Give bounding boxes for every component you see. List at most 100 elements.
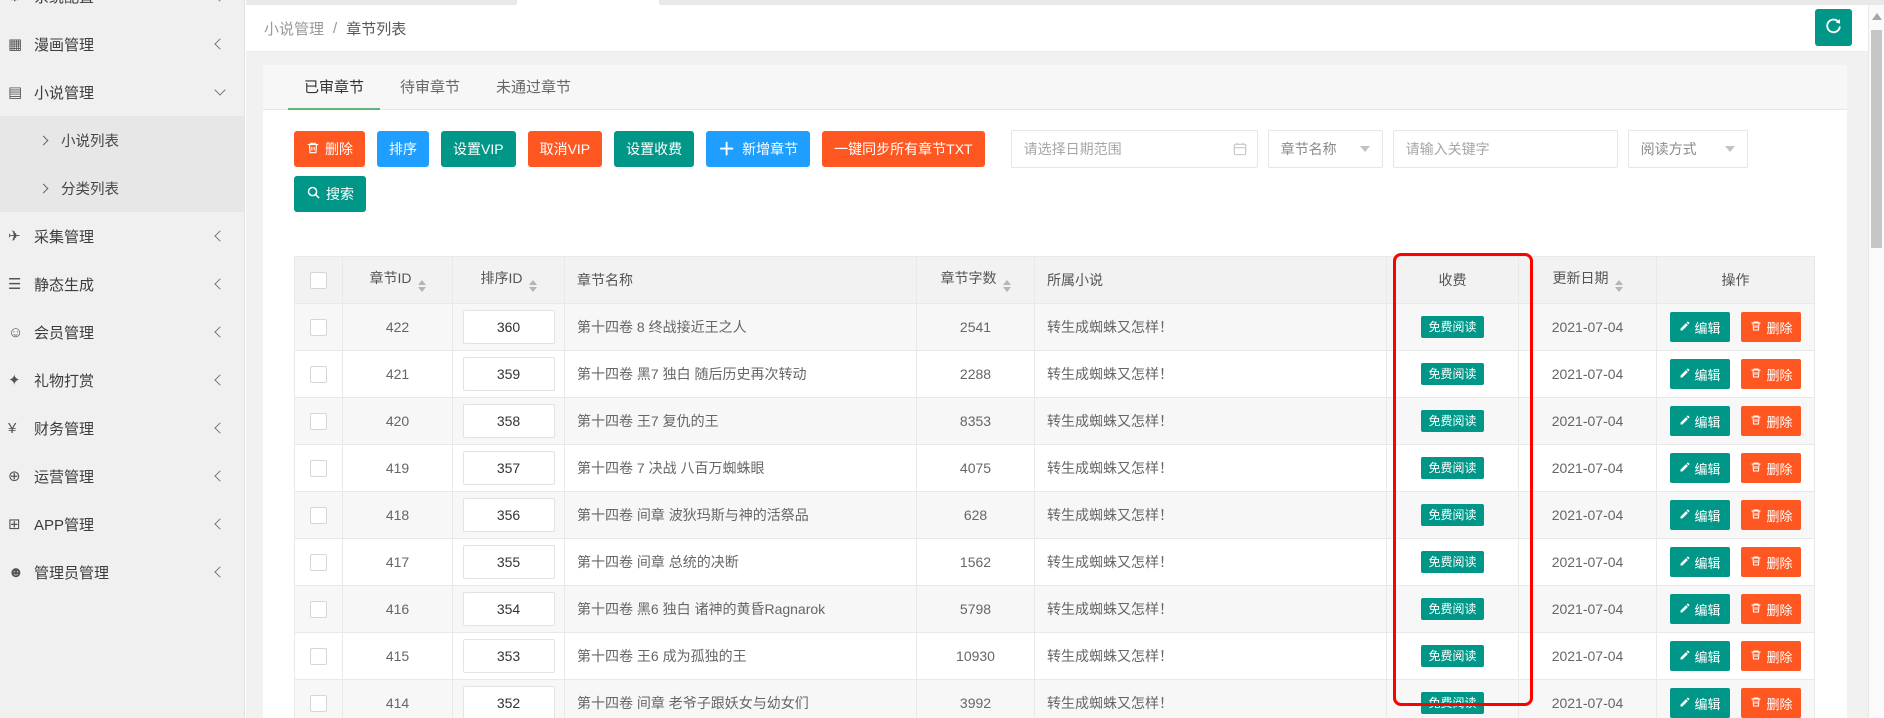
- sidebar-item[interactable]: ⊞ APP管理: [0, 500, 244, 548]
- row-checkbox[interactable]: [310, 318, 327, 336]
- edit-button[interactable]: 编辑: [1669, 359, 1730, 389]
- search-button[interactable]: 搜索: [294, 176, 366, 212]
- delete-row-button[interactable]: 删除: [1741, 688, 1802, 718]
- row-checkbox[interactable]: [310, 694, 327, 712]
- order-id-input[interactable]: 353: [462, 639, 555, 673]
- order-id-input[interactable]: 359: [462, 357, 555, 391]
- sidebar-item[interactable]: ▦ 漫画管理: [0, 20, 244, 68]
- order-id-input[interactable]: 355: [462, 545, 555, 579]
- breadcrumb-section[interactable]: 小说管理: [264, 20, 325, 38]
- vertical-scrollbar[interactable]: [1868, 5, 1884, 718]
- sort-icon[interactable]: [1614, 280, 1623, 292]
- row-checkbox[interactable]: [310, 365, 327, 383]
- tab-approved-chapters[interactable]: 已审章节: [286, 65, 382, 110]
- row-checkbox[interactable]: [310, 647, 327, 665]
- keyword-input[interactable]: [1392, 130, 1618, 168]
- order-id-input[interactable]: 354: [462, 592, 555, 626]
- fee-badge[interactable]: 免费阅读: [1421, 316, 1484, 338]
- delete-row-button[interactable]: 删除: [1741, 453, 1802, 483]
- scrollbar-thumb[interactable]: [1871, 30, 1882, 248]
- fee-badge[interactable]: 免费阅读: [1421, 645, 1484, 667]
- chevron-left-icon: [214, 326, 226, 338]
- sidebar-item[interactable]: ¥ 财务管理: [0, 404, 244, 452]
- pencil-icon: [1679, 555, 1691, 570]
- add-chapter-button[interactable]: ＋ 新增章节: [706, 131, 811, 167]
- sidebar-item[interactable]: ☰ 静态生成: [0, 260, 244, 308]
- select-all-checkbox[interactable]: [310, 271, 327, 289]
- edit-button[interactable]: 编辑: [1669, 688, 1730, 718]
- date-range-input[interactable]: [1010, 130, 1258, 168]
- order-id-input[interactable]: 352: [462, 686, 555, 718]
- col-header-word-count[interactable]: 章节字数: [916, 256, 1035, 304]
- sidebar-item[interactable]: ⚙ 系统配置: [0, 0, 244, 20]
- order-id-input[interactable]: 360: [462, 310, 555, 344]
- sort-icon[interactable]: [528, 280, 537, 292]
- read-mode-select[interactable]: 阅读方式: [1627, 130, 1748, 168]
- fee-badge[interactable]: 免费阅读: [1421, 504, 1484, 526]
- sort-icon[interactable]: [417, 280, 426, 292]
- edit-button[interactable]: 编辑: [1669, 594, 1730, 624]
- order-id-input[interactable]: 358: [462, 404, 555, 438]
- scrollbar-up-arrow-icon[interactable]: [1871, 13, 1882, 20]
- edit-button[interactable]: 编辑: [1669, 406, 1730, 436]
- sync-txt-button[interactable]: 一键同步所有章节TXT: [822, 131, 985, 167]
- fee-badge[interactable]: 免费阅读: [1421, 410, 1484, 432]
- row-checkbox[interactable]: [310, 553, 327, 571]
- tab-pending-chapters[interactable]: 待审章节: [400, 79, 461, 96]
- edit-button[interactable]: 编辑: [1669, 641, 1730, 671]
- sidebar-item[interactable]: ☻ 管理员管理: [0, 548, 244, 596]
- row-checkbox[interactable]: [310, 600, 327, 618]
- delete-row-button[interactable]: 删除: [1741, 406, 1802, 436]
- sidebar-item[interactable]: ⊕ 运营管理: [0, 452, 244, 500]
- edit-button[interactable]: 编辑: [1669, 312, 1730, 342]
- chapter-name-cell: 第十四卷 8 终战接近王之人: [564, 303, 917, 351]
- chapter-field-select[interactable]: 章节名称: [1267, 130, 1383, 168]
- fee-badge[interactable]: 免费阅读: [1421, 551, 1484, 573]
- sidebar-item[interactable]: ☺ 会员管理: [0, 308, 244, 356]
- date-range-field[interactable]: [1023, 141, 1245, 157]
- edit-button[interactable]: 编辑: [1669, 500, 1730, 530]
- row-checkbox[interactable]: [310, 506, 327, 524]
- keyword-field[interactable]: [1405, 141, 1605, 157]
- sidebar-item-label: 系统配置: [34, 0, 216, 7]
- order-id-input[interactable]: 357: [462, 451, 555, 485]
- cancel-vip-button[interactable]: 取消VIP: [527, 131, 603, 167]
- edit-button[interactable]: 编辑: [1669, 453, 1730, 483]
- plus-icon: ＋: [718, 139, 736, 159]
- fee-badge[interactable]: 免费阅读: [1421, 457, 1484, 479]
- sidebar-item-label: 管理员管理: [34, 564, 110, 582]
- delete-row-button[interactable]: 删除: [1741, 594, 1802, 624]
- fee-badge[interactable]: 免费阅读: [1421, 598, 1484, 620]
- col-header-chapter-id[interactable]: 章节ID: [342, 256, 453, 304]
- sidebar-item[interactable]: ✦ 礼物打赏: [0, 356, 244, 404]
- set-fee-button[interactable]: 设置收费: [614, 131, 695, 167]
- delete-row-button[interactable]: 删除: [1741, 500, 1802, 530]
- delete-row-button[interactable]: 删除: [1741, 312, 1802, 342]
- fee-badge[interactable]: 免费阅读: [1421, 692, 1484, 714]
- update-date-cell: 2021-07-04: [1518, 679, 1657, 718]
- update-date-cell: 2021-07-04: [1518, 538, 1657, 586]
- edit-button[interactable]: 编辑: [1669, 547, 1730, 577]
- pencil-icon: [1679, 320, 1691, 335]
- col-header-update-date[interactable]: 更新日期: [1518, 256, 1657, 304]
- fee-badge[interactable]: 免费阅读: [1421, 363, 1484, 385]
- chevron-down-icon: [1359, 146, 1370, 152]
- sort-icon[interactable]: [1002, 280, 1011, 292]
- tab-rejected-chapters[interactable]: 未通过章节: [496, 79, 572, 96]
- delete-row-button[interactable]: 删除: [1741, 547, 1802, 577]
- delete-row-button[interactable]: 删除: [1741, 641, 1802, 671]
- delete-button[interactable]: 删除: [294, 131, 365, 167]
- sort-button[interactable]: 排序: [377, 131, 429, 167]
- row-checkbox[interactable]: [310, 459, 327, 477]
- refresh-button[interactable]: [1815, 9, 1852, 46]
- order-id-input[interactable]: 356: [462, 498, 555, 532]
- sidebar-item[interactable]: ▤ 小说管理: [0, 68, 244, 116]
- row-checkbox[interactable]: [310, 412, 327, 430]
- set-vip-button[interactable]: 设置VIP: [441, 131, 516, 167]
- sidebar-item[interactable]: 小说列表: [0, 116, 244, 164]
- sidebar-item[interactable]: 分类列表: [0, 164, 244, 212]
- update-date-cell: 2021-07-04: [1518, 350, 1657, 398]
- delete-row-button[interactable]: 删除: [1741, 359, 1802, 389]
- col-header-order-id[interactable]: 排序ID: [452, 256, 565, 304]
- sidebar-item[interactable]: ✈ 采集管理: [0, 212, 244, 260]
